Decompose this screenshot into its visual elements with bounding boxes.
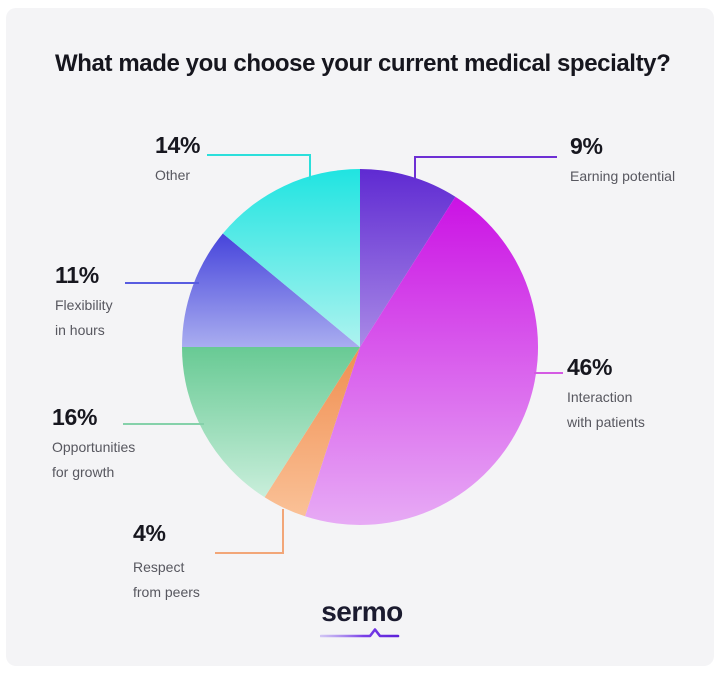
pct-interaction-with-patients: 46% <box>567 354 613 380</box>
sermo-logo-text: sermo <box>321 596 403 627</box>
pulse-icon <box>320 628 400 638</box>
chart-title: What made you choose your current medica… <box>55 50 671 77</box>
callout-interaction-with-patients: 46% Interaction with patients <box>567 355 645 435</box>
label-interaction-with-patients: Interaction with patients <box>567 389 645 430</box>
label-opportunities-for-growth: Opportunities for growth <box>52 439 136 480</box>
leader-line-other <box>207 154 311 180</box>
label-other: Other <box>155 167 191 183</box>
pie-slice-other <box>222 169 360 347</box>
pct-flexibility-in-hours: 11% <box>55 262 99 288</box>
callout-earning-potential: 9% Earning potential <box>570 134 675 189</box>
label-flexibility-in-hours: Flexibility in hours <box>55 297 113 338</box>
label-earning-potential: Earning potential <box>570 168 676 184</box>
pct-other: 14% <box>155 132 201 158</box>
pct-respect-from-peers: 4% <box>133 520 166 546</box>
pie-slice-opportunities-for-growth <box>182 347 360 498</box>
callout-respect-from-peers: 4% Respect from peers <box>133 521 200 605</box>
pct-opportunities-for-growth: 16% <box>52 404 98 430</box>
pie-slice-earning-potential <box>360 169 456 347</box>
sermo-logo: sermo <box>310 597 414 639</box>
pie-slice-flexibility-in-hours <box>182 233 360 347</box>
pct-earning-potential: 9% <box>570 133 603 159</box>
callout-flexibility-in-hours: 11% Flexibility in hours <box>55 263 113 343</box>
leader-line-respect-from-peers <box>215 509 284 554</box>
label-respect-from-peers: Respect from peers <box>133 559 200 600</box>
callout-other: 14% Other <box>155 133 200 188</box>
callout-opportunities-for-growth: 16% Opportunities for growth <box>52 405 135 485</box>
leader-line-earning-potential <box>414 156 557 178</box>
pie-slice-interaction-with-patients <box>304 196 539 526</box>
pie-slice-respect-from-peers <box>264 347 360 517</box>
